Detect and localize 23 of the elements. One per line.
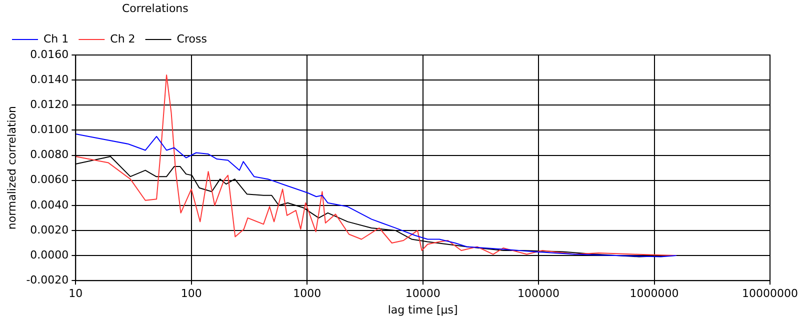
y-tick-label: 0.0040 — [30, 198, 69, 212]
x-axis-title: lag time [µs] — [388, 303, 458, 316]
x-tick-label: 100000 — [518, 287, 560, 300]
legend-label: Ch 1 — [44, 32, 69, 46]
x-tick-label: 10000000 — [742, 287, 798, 300]
y-axis-title: normalized correlation — [5, 106, 18, 230]
y-tick-label: 0.0020 — [30, 223, 69, 236]
y-tick-label: -0.0020 — [26, 273, 69, 286]
y-tick-label: 0.0120 — [30, 98, 69, 111]
legend-label: Cross — [176, 32, 208, 46]
y-tick-label: 0.0060 — [30, 173, 69, 186]
chart-title: Correlations — [122, 2, 188, 15]
y-tick-label: 0.0080 — [30, 148, 69, 162]
y-tick-label: 0.0100 — [30, 123, 69, 136]
x-tick-label: 100 — [180, 287, 202, 300]
legend-label: Ch 2 — [110, 32, 136, 46]
x-tick-label: 1000 — [293, 287, 322, 300]
y-tick-label: 0.0140 — [30, 72, 69, 86]
x-tick-label: 1000000 — [630, 287, 679, 300]
y-tick-label: 0.0000 — [30, 248, 69, 262]
x-tick-label: 10 — [68, 287, 83, 300]
x-tick-label: 10000 — [405, 287, 440, 300]
y-tick-label: 0.0160 — [30, 48, 69, 61]
